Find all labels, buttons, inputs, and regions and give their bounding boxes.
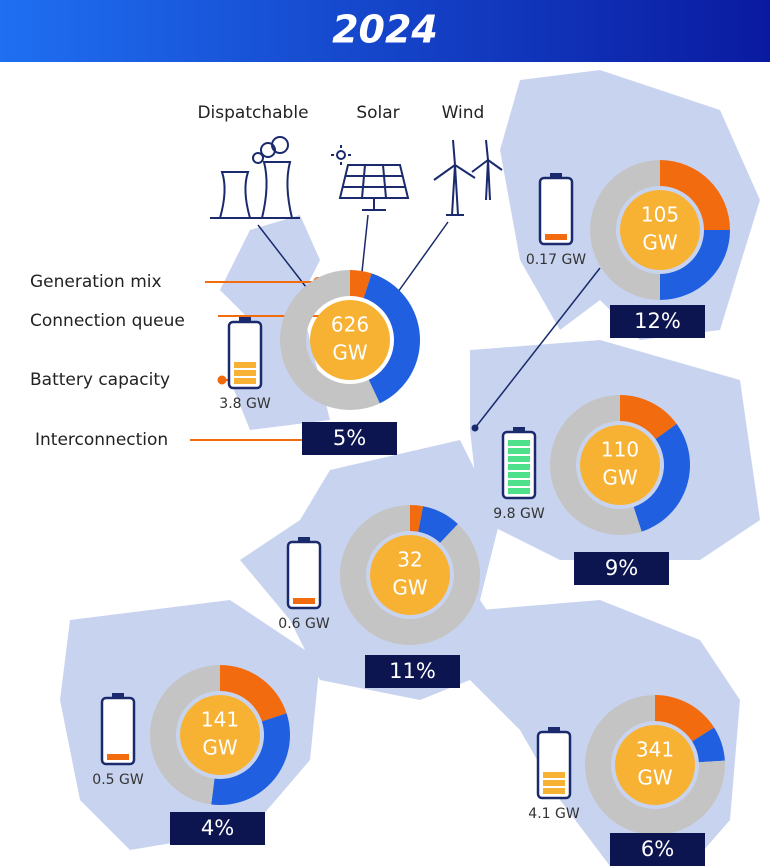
queue-unit: GW	[637, 766, 672, 790]
battery-cap	[239, 317, 251, 322]
queue-value: 141	[201, 708, 239, 732]
mix-segment	[280, 270, 380, 411]
interconnection-box	[365, 655, 460, 688]
battery-bar	[508, 480, 530, 486]
battery-bar	[543, 780, 565, 786]
battery-cap	[548, 727, 560, 732]
interconnection-value: 12%	[634, 309, 681, 333]
battery-bar	[543, 772, 565, 778]
mix-segment	[660, 160, 730, 230]
battery-bar	[293, 598, 315, 604]
battery-bar	[508, 488, 530, 494]
mix-segment	[211, 713, 290, 806]
queue-unit: GW	[202, 736, 237, 760]
queue-value: 626	[331, 313, 369, 337]
queue-unit: GW	[392, 576, 427, 600]
title-bar	[0, 0, 770, 62]
battery-bar	[508, 448, 530, 454]
queue-circle	[580, 425, 660, 505]
battery-bar	[543, 788, 565, 794]
battery-bar	[234, 370, 256, 376]
battery-cap	[112, 693, 124, 698]
battery-cap	[298, 537, 310, 542]
battery-bar	[234, 378, 256, 384]
connector-dot	[471, 424, 479, 432]
mix-segment	[590, 160, 660, 300]
battery-body	[100, 696, 136, 766]
battery-cap	[550, 173, 562, 178]
battery-body	[538, 176, 574, 246]
queue-value: 105	[641, 203, 679, 227]
icon-label: Wind	[442, 103, 485, 123]
mix-segment	[363, 273, 420, 404]
key-label: Generation mix	[30, 272, 162, 292]
interconnection-value: 11%	[389, 659, 436, 683]
mix-segment	[149, 665, 220, 805]
interconnection-value: 9%	[605, 556, 638, 580]
queue-value: 341	[636, 738, 674, 762]
mix-segment	[220, 665, 287, 722]
interconnection-value: 4%	[201, 816, 234, 840]
interconnection-box	[574, 552, 669, 585]
key-label: Interconnection	[35, 430, 168, 450]
icon-connectors	[257, 214, 601, 429]
mix-segment	[350, 270, 372, 299]
interconnection-value: 5%	[333, 426, 366, 450]
queue-circle	[310, 300, 390, 380]
mix-segment	[418, 506, 458, 543]
queue-value: 110	[601, 438, 639, 462]
interconnection-box	[170, 812, 265, 845]
queue-unit: GW	[332, 341, 367, 365]
mix-segment	[692, 727, 725, 763]
battery-bar	[508, 472, 530, 478]
queue-circle	[370, 535, 450, 615]
queue-circle	[615, 725, 695, 805]
battery-bar	[234, 362, 256, 368]
key-label: Connection queue	[30, 311, 185, 331]
queue-unit: GW	[642, 231, 677, 255]
mix-segment	[584, 695, 725, 835]
battery-label: 3.8 GW	[219, 396, 271, 412]
interconnection-box	[610, 833, 705, 866]
icon-label: Dispatchable	[197, 103, 308, 123]
mix-segment	[633, 423, 690, 532]
icon-label: Solar	[356, 103, 399, 123]
battery-bar	[508, 456, 530, 462]
mix-segment	[340, 505, 481, 645]
battery-cap	[513, 427, 525, 432]
battery-label: 4.1 GW	[528, 806, 580, 822]
interconnection-box	[302, 422, 397, 455]
battery-label: 0.6 GW	[278, 616, 330, 632]
battery-bar	[545, 234, 567, 240]
battery-label: 9.8 GW	[493, 506, 545, 522]
wind-icon	[433, 139, 503, 216]
battery-label: 0.5 GW	[92, 772, 144, 788]
mix-segment	[655, 695, 715, 742]
battery-bar	[508, 440, 530, 446]
queue-circle	[180, 695, 260, 775]
battery-bar	[508, 464, 530, 470]
queue-circle	[620, 190, 700, 270]
solar-icon	[331, 145, 410, 211]
queue-value: 32	[397, 548, 422, 572]
mix-segment	[660, 230, 730, 300]
mix-segment	[550, 395, 642, 535]
mix-segment	[410, 505, 424, 532]
title: 2024	[332, 8, 438, 52]
queue-unit: GW	[602, 466, 637, 490]
battery-bar	[107, 754, 129, 760]
dispatchable-icon	[210, 136, 300, 219]
battery-body	[286, 540, 322, 610]
mix-segment	[620, 395, 677, 440]
key-label: Battery capacity	[30, 370, 170, 390]
interconnection-value: 6%	[641, 837, 674, 861]
battery-label: 0.17 GW	[526, 252, 586, 268]
interconnection-box	[610, 305, 705, 338]
